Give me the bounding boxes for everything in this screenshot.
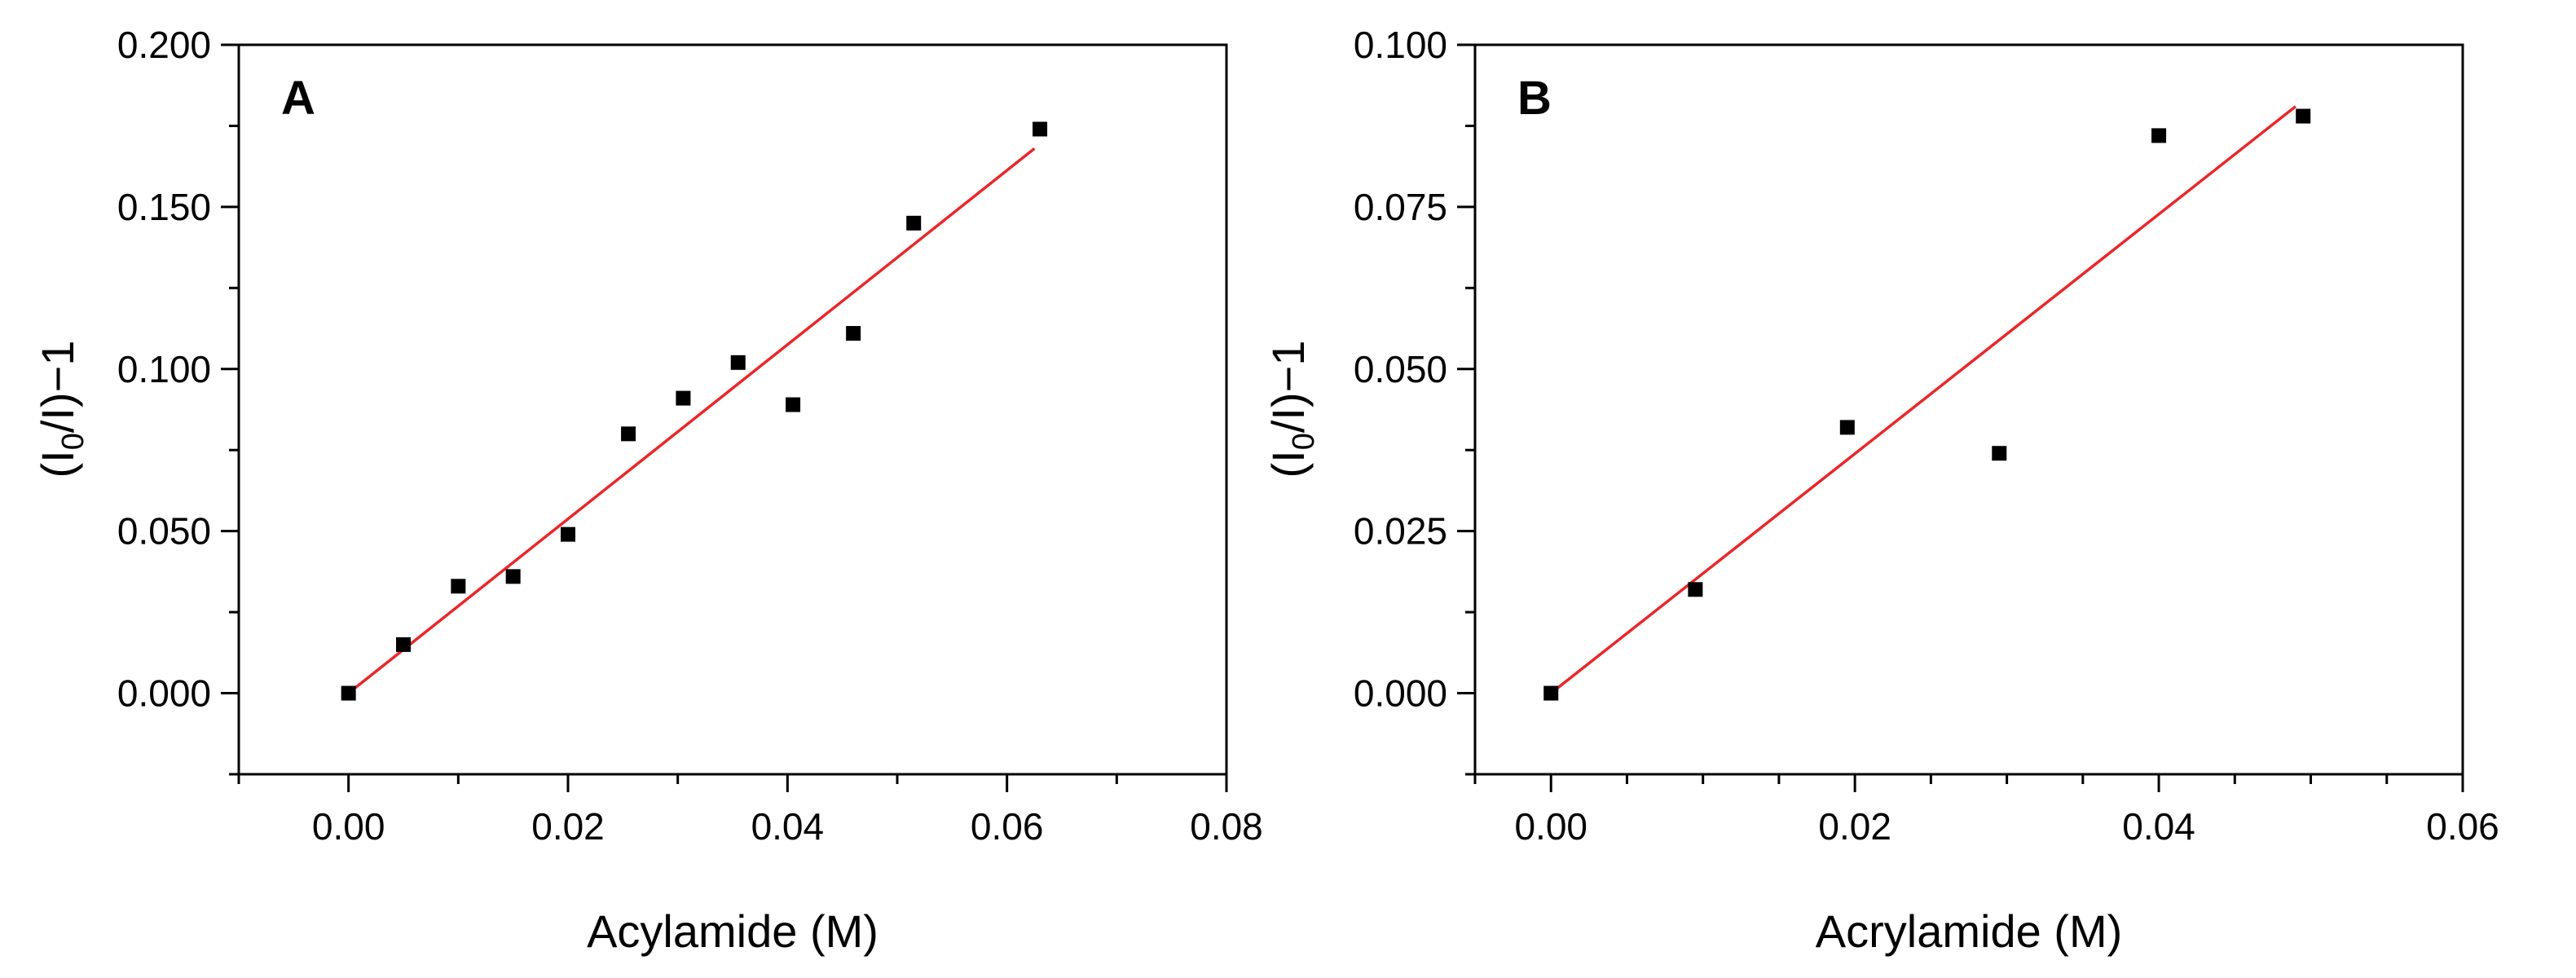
data-point [1992,446,2007,461]
data-point [786,397,801,412]
y-axis-label-b: (I0/I)−1 [1262,341,1321,478]
x-tick-label: 0.00 [312,805,385,848]
points-layer-a [341,121,1048,701]
x-tick-label: 0.02 [1818,805,1891,848]
ticks-layer-b: 0.00 0.02 0.04 0.06 0.000 0.025 0.050 0.075 0.10… [1354,24,2499,848]
data-point [1543,685,1559,701]
y-tick-label: 0.100 [117,348,211,390]
x-tick-label: 0.00 [1514,805,1587,848]
panel-a: 0.00 0.02 0.04 0.06 0.08 0.000 0.050 0.100 0.150… [32,24,1263,957]
data-point [621,426,636,442]
x-tick-label: 0.06 [2426,805,2499,848]
panel-b: 0.00 0.02 0.04 0.06 0.000 0.025 0.050 0.075 0.10… [1262,24,2499,957]
data-point [730,355,746,370]
y-tick-label: 0.025 [1354,510,1447,553]
x-tick-label: 0.02 [531,805,605,848]
fit-line [1550,105,2296,694]
data-point [1033,121,1048,137]
plot-frame-a [237,43,1228,776]
plot-frame-b [1473,43,2464,776]
y-tick-label: 0.200 [117,24,211,66]
y-tick-label: 0.000 [1354,672,1447,715]
fit-line [347,147,1036,694]
points-layer-b [1543,108,2311,701]
y-tick-label: 0.050 [117,510,211,553]
x-tick-label: 0.04 [751,805,825,848]
y-tick-label: 0.050 [1354,348,1447,390]
data-point [561,526,575,542]
panel-label-a: A [281,72,315,125]
x-tick-label: 0.08 [1190,805,1263,848]
data-point [1839,420,1855,435]
x-axis-label-b: Acrylamide (M) [1816,905,2122,957]
x-axis-label-a: Acylamide (M) [587,905,878,957]
x-tick-label: 0.06 [971,805,1044,848]
y-tick-label: 0.150 [117,186,211,228]
data-point [341,685,356,701]
data-point [451,579,466,594]
fit-layer-b [1550,105,2296,694]
data-point [906,215,922,231]
y-tick-label: 0.075 [1354,186,1447,228]
data-point [2151,128,2167,143]
x-tick-label: 0.04 [2122,805,2195,848]
y-tick-label: 0.100 [1354,24,1447,66]
fit-layer-a [347,147,1036,694]
data-point [505,569,521,584]
y-tick-label: 0.000 [117,672,211,715]
y-axis-label-a: (I0/I)−1 [32,341,90,478]
data-point [1688,582,1703,597]
data-point [676,390,691,406]
data-point [2296,108,2311,124]
data-point [846,326,861,341]
ticks-layer-a: 0.00 0.02 0.04 0.06 0.08 0.000 0.050 0.100 0.150… [117,24,1263,848]
data-point [396,637,411,652]
panel-label-b: B [1517,72,1552,125]
